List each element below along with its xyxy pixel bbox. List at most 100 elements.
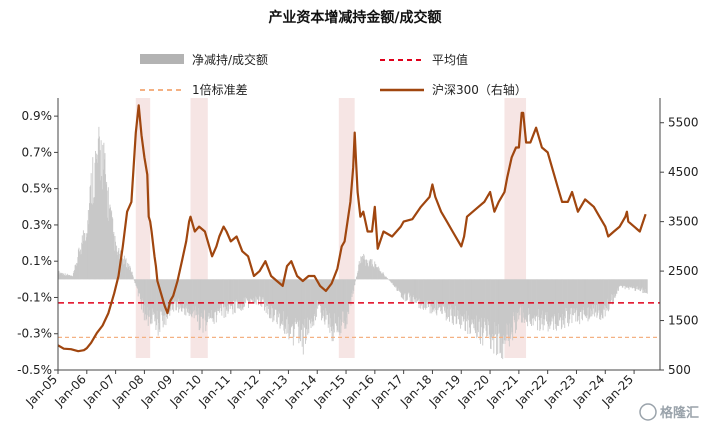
bar-mark [368,266,370,280]
bar-mark [76,262,78,280]
bar-mark [359,264,361,280]
bar-mark [203,279,205,319]
bar-mark [362,258,364,280]
x-tick-label: Jan-05 [23,372,61,410]
bar-mark [168,279,170,311]
bar-mark [380,271,382,280]
bar-mark [151,279,153,324]
bar-mark [125,258,127,280]
bar-mark [337,279,339,331]
bar-mark [406,279,408,301]
bar-mark [630,279,632,288]
bar-mark [309,279,311,320]
bar-mark [172,279,174,300]
bar-mark [66,274,68,280]
bar-mark [533,279,535,316]
bar-mark [320,279,321,307]
bar-mark [99,150,101,280]
bar-mark [396,279,398,291]
bar-mark [264,279,265,311]
bar-mark [508,279,510,347]
bar-mark [498,279,500,333]
bar-mark [517,279,519,313]
bar-mark [60,273,62,280]
bar-mark [238,279,240,303]
bar-mark [145,279,147,321]
bar-mark [130,267,131,280]
bar-mark [609,279,611,302]
bar-mark [207,279,209,317]
bar-mark [598,279,599,303]
bar-mark [358,261,360,280]
bar-mark [353,279,355,286]
bar-mark [522,279,524,323]
bar-mark [416,279,418,302]
bar-mark [234,279,236,314]
bar-mark [379,271,381,280]
bar-mark [580,279,582,310]
bar-mark [576,279,578,309]
bar-mark [246,279,248,301]
bar-mark [560,279,562,330]
bar-mark [366,260,368,280]
bar-mark [479,279,481,341]
bar-mark [501,279,503,344]
bar-mark [148,279,150,311]
bar-mark [611,279,613,305]
bar-mark [287,279,289,325]
bar-mark [572,279,574,309]
bar-mark [370,266,372,280]
bar-mark [363,253,365,280]
bar-mark [344,279,346,329]
bar-mark [626,279,628,288]
bar-mark [548,279,550,322]
bar-mark [377,269,379,280]
bar-mark [520,279,522,308]
bar-mark [61,274,63,280]
bar-mark [454,279,456,317]
bar-mark [305,279,307,341]
bar-mark [239,279,241,308]
bar-mark [200,279,202,314]
reference-lines [58,302,660,339]
x-tick-label: Jan-18 [397,372,435,410]
bar-mark [155,279,157,330]
bar-mark [469,279,471,335]
bar-mark [300,279,301,342]
bar-mark [92,157,94,280]
bar-mark [327,279,329,315]
bar-mark [293,279,295,330]
bar-mark [514,279,516,323]
bar-mark [244,279,246,307]
bar-mark [555,279,557,329]
bar-mark [272,279,274,317]
bar-mark [367,263,368,280]
bar-mark [228,279,229,312]
bar-mark [198,279,200,331]
bar-mark [590,279,592,317]
bar-mark [141,279,142,310]
bar-mark [393,279,395,286]
bar-mark [212,279,214,322]
bar-mark [368,260,370,280]
bar-mark [588,279,590,308]
bar-mark [509,279,511,324]
bar-mark [339,279,341,320]
bar-mark [364,259,366,280]
bar-mark [464,279,465,315]
bar-mark [637,279,639,290]
bar-mark [238,279,239,309]
bar-mark [89,203,90,280]
bar-mark [566,279,568,308]
bar-mark [440,279,442,310]
bar-mark [293,279,295,338]
bar-mark [107,187,109,280]
bar-mark [540,279,542,318]
bar-mark [227,279,229,314]
x-tick-label: Jan-11 [195,372,233,410]
bar-mark [578,279,580,317]
bar-mark [324,279,326,325]
bar-mark [93,197,95,280]
bar-mark [392,279,394,285]
bar-mark [338,279,340,333]
